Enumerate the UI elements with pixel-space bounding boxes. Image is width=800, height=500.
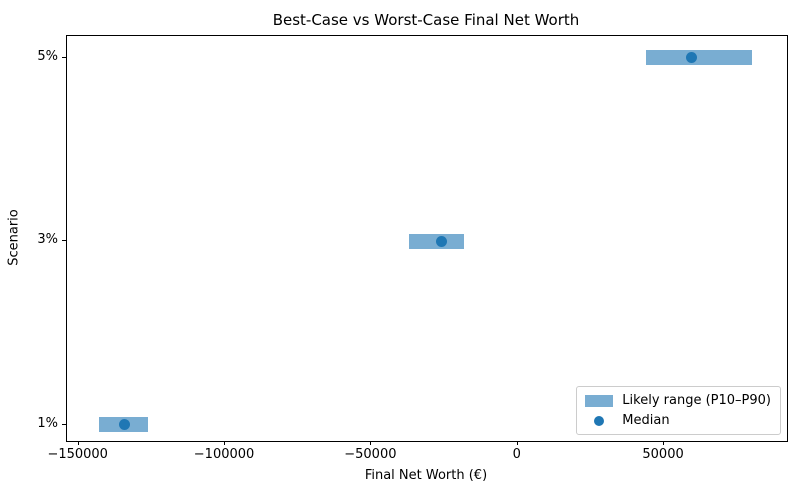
x-tick-label: 50000 — [642, 447, 684, 462]
x-tick-label: −100000 — [193, 447, 255, 462]
legend-median-swatch-holder — [585, 415, 613, 426]
legend: Likely range (P10–P90) Median — [576, 386, 781, 435]
legend-entry-range: Likely range (P10–P90) — [585, 393, 771, 408]
legend-range-label: Likely range (P10–P90) — [622, 393, 771, 408]
legend-entry-median: Median — [585, 413, 771, 428]
x-tick — [224, 441, 226, 445]
legend-median-label: Median — [622, 413, 670, 428]
x-axis-label: Final Net Worth (€) — [364, 468, 488, 483]
x-tick — [663, 441, 665, 445]
x-tick — [370, 441, 372, 445]
median-dot — [118, 419, 130, 430]
x-tick — [516, 441, 518, 445]
x-tick-label: 0 — [512, 447, 521, 462]
y-tick — [62, 56, 66, 58]
y-tick — [62, 240, 66, 242]
x-tick — [77, 441, 79, 445]
range-bar — [645, 50, 753, 66]
y-tick-label: 5% — [37, 48, 58, 64]
x-tick-label: −150000 — [47, 447, 108, 462]
x-tick-label: −50000 — [344, 447, 397, 462]
median-dot — [435, 235, 447, 247]
legend-range-swatch-holder — [585, 394, 614, 407]
median-dot-swatch-icon — [594, 415, 605, 426]
plot-area: Likely range (P10–P90) Median — [66, 35, 788, 442]
chart-title: Best-Case vs Worst-Case Final Net Worth — [272, 11, 580, 29]
range-bar-swatch-icon — [585, 394, 614, 407]
y-tick-label: 3% — [37, 232, 58, 248]
median-dot — [686, 52, 698, 64]
y-tick-label: 1% — [37, 415, 58, 431]
y-tick — [62, 423, 66, 425]
